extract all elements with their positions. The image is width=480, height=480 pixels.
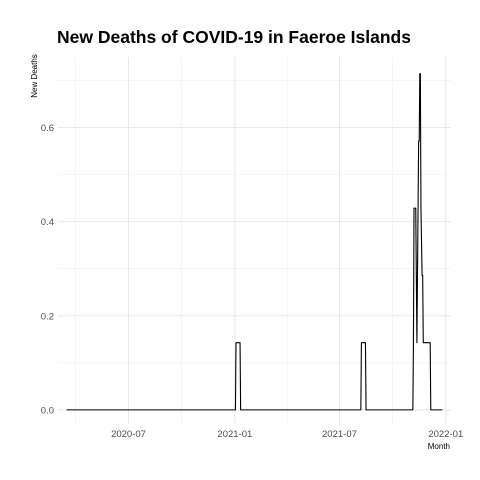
x-tick-label: 2020-07 xyxy=(111,429,146,440)
y-tick-label: 0.4 xyxy=(41,217,54,228)
x-tick-label: 2021-01 xyxy=(217,429,252,440)
x-tick-label: 2021-07 xyxy=(322,429,357,440)
y-tick-label: 0.6 xyxy=(41,123,54,134)
x-axis-label: Month xyxy=(428,442,450,451)
y-axis-label: New Deaths xyxy=(30,54,39,98)
minor-gridlines xyxy=(58,57,451,424)
x-tick-labels: 2020-07 2021-01 2021-07 2022-01 xyxy=(111,429,463,440)
y-tick-label: 0.0 xyxy=(41,405,54,416)
y-tick-labels: 0.0 0.2 0.4 0.6 xyxy=(41,123,54,416)
y-tick-label: 0.2 xyxy=(41,311,54,322)
series-line-0 xyxy=(66,73,443,411)
x-tick-label: 2022-01 xyxy=(428,429,463,440)
series-layer xyxy=(66,73,443,411)
chart-title: New Deaths of COVID-19 in Faeroe Islands xyxy=(57,27,411,47)
